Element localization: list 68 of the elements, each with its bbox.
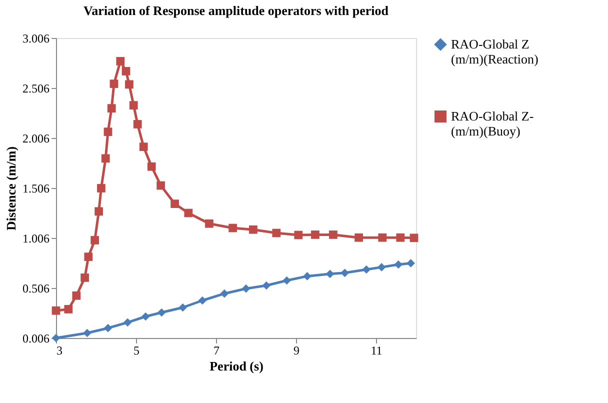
point bbox=[262, 281, 271, 290]
point bbox=[326, 270, 334, 278]
point bbox=[184, 208, 193, 218]
point bbox=[394, 260, 403, 269]
point bbox=[101, 154, 110, 163]
point bbox=[311, 230, 320, 239]
x-tick-label: 3 bbox=[56, 344, 62, 358]
point bbox=[94, 207, 103, 216]
point bbox=[354, 233, 363, 242]
point bbox=[329, 230, 338, 239]
point bbox=[116, 57, 125, 66]
y-tick-label: 0.006 bbox=[22, 332, 50, 346]
x-tick-label: 9 bbox=[294, 344, 300, 358]
point bbox=[156, 181, 165, 190]
point bbox=[340, 268, 349, 278]
point bbox=[110, 80, 118, 88]
point bbox=[104, 128, 112, 136]
x-axis-title: Period (s) bbox=[210, 358, 264, 374]
point bbox=[410, 234, 418, 242]
point bbox=[396, 233, 405, 242]
y-tick-label: 3.006 bbox=[22, 32, 50, 46]
point bbox=[122, 67, 130, 76]
point bbox=[228, 224, 237, 232]
legend-label: RAO-Global Z-(m/m)(Buoy) bbox=[451, 108, 534, 138]
point bbox=[272, 228, 281, 238]
point bbox=[147, 162, 156, 171]
point bbox=[80, 274, 89, 282]
point bbox=[170, 200, 179, 208]
point bbox=[205, 219, 214, 228]
point bbox=[97, 184, 106, 192]
x-tick-label: 5 bbox=[134, 344, 140, 358]
point bbox=[139, 142, 148, 151]
point bbox=[64, 305, 73, 314]
point bbox=[83, 328, 92, 338]
point bbox=[90, 236, 99, 244]
point bbox=[303, 272, 312, 280]
legend-label: RAO-Global Z(m/m)(Reaction) bbox=[451, 36, 538, 66]
point bbox=[406, 259, 415, 268]
point bbox=[377, 263, 386, 272]
point bbox=[198, 296, 207, 305]
y-tick-label: 2.506 bbox=[22, 82, 50, 96]
point bbox=[242, 284, 250, 293]
x-tick-label: 7 bbox=[214, 344, 220, 358]
point bbox=[107, 104, 116, 112]
point bbox=[378, 233, 387, 242]
point bbox=[123, 318, 132, 327]
point bbox=[141, 312, 150, 321]
y-tick-label: 0.506 bbox=[22, 282, 50, 296]
point bbox=[104, 324, 112, 332]
point bbox=[133, 120, 142, 128]
point bbox=[178, 303, 187, 312]
point bbox=[282, 276, 291, 285]
point bbox=[157, 308, 166, 317]
point bbox=[220, 289, 229, 298]
y-tick-label: 1.506 bbox=[22, 182, 50, 196]
y-axis-title: Distence (m/m) bbox=[4, 146, 18, 231]
point bbox=[125, 80, 134, 89]
y-tick-label: 1.006 bbox=[22, 232, 50, 246]
chart-title: Variation of Response amplitude operators with period bbox=[83, 3, 390, 18]
point bbox=[52, 306, 60, 315]
point bbox=[72, 291, 81, 300]
point bbox=[129, 101, 138, 110]
point bbox=[362, 265, 371, 274]
point bbox=[294, 230, 303, 240]
point bbox=[249, 225, 258, 234]
x-tick-label: 11 bbox=[370, 344, 382, 358]
point bbox=[84, 252, 93, 261]
y-tick-label: 2.006 bbox=[22, 132, 50, 146]
